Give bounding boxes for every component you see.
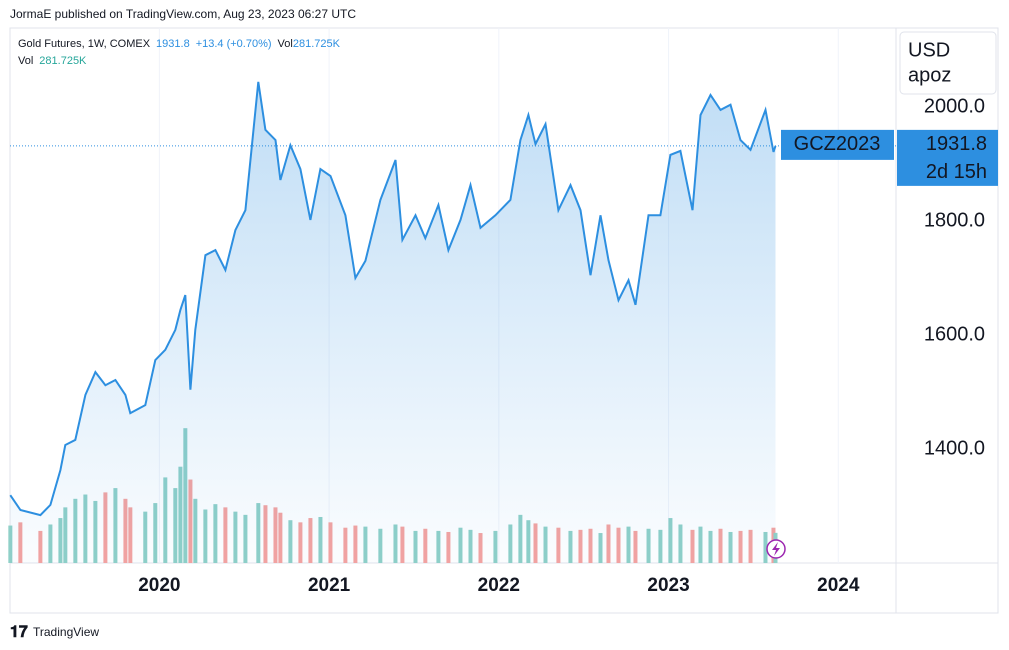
currency: USD xyxy=(908,39,950,61)
x-tick-label: 2024 xyxy=(817,575,860,596)
legend-title-text: Gold Futures, 1W, COMEX xyxy=(18,38,151,50)
last-price-bg xyxy=(897,129,998,186)
symbol-label: GCZ2023 xyxy=(794,133,881,155)
legend-vol-name: Vol xyxy=(278,38,293,50)
y-tick-label: 1600.0 xyxy=(924,323,985,345)
legend-vol-value: 281.725K xyxy=(293,38,341,50)
legend-vol-value: 281.725K xyxy=(39,55,87,67)
legend-price: 1931.8 xyxy=(156,38,190,50)
legend-volume: Vol 281.725K xyxy=(18,55,87,67)
frame xyxy=(9,27,999,614)
x-tick-label: 2020 xyxy=(138,575,180,596)
y-tick-label: 2000.0 xyxy=(924,95,985,117)
header: JormaE published on TradingView.com, Aug… xyxy=(10,7,356,21)
currency-unit: apoz xyxy=(908,64,951,86)
legend-change: +13.4 (+0.70%) xyxy=(196,38,272,50)
area xyxy=(10,81,776,564)
x-tick-label: 2021 xyxy=(308,575,351,596)
logo-mark: 𝟏𝟕 xyxy=(10,624,28,641)
y-tick-label: 1800.0 xyxy=(924,209,985,231)
event-icon-bolt xyxy=(772,542,780,556)
x-tick-label: 2023 xyxy=(647,575,689,596)
price-line xyxy=(9,81,777,517)
legend-title: Gold Futures, 1W, COMEX 1931.8 +13.4 (+0.7… xyxy=(18,38,341,50)
symbol-label-bg xyxy=(781,129,894,160)
currency-box[interactable] xyxy=(899,31,997,95)
x-tick-label: 2022 xyxy=(478,575,520,596)
legend-vol-name: Vol xyxy=(18,55,33,67)
countdown-label: 2d 15h xyxy=(926,161,987,183)
footer: TradingView xyxy=(33,625,99,639)
y-tick-label: 1400.0 xyxy=(924,437,985,459)
last-price-label: 1931.8 xyxy=(926,133,987,155)
